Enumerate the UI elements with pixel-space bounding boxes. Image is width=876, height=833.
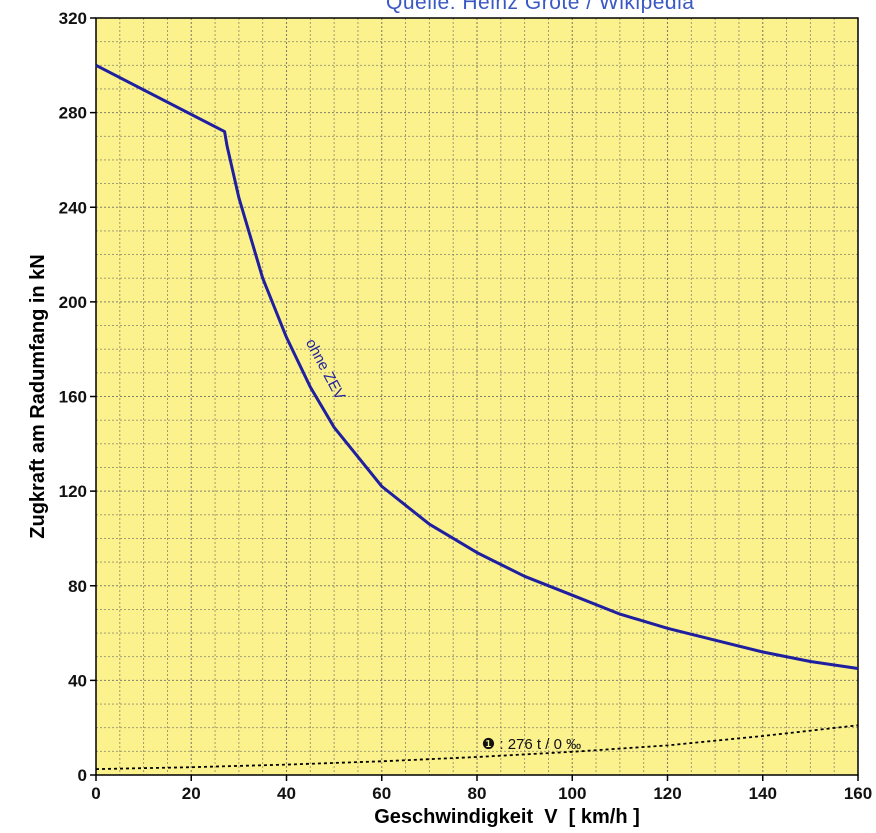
y-tick-label: 40: [68, 671, 87, 690]
y-tick-label: 280: [59, 104, 87, 123]
y-tick-label: 0: [78, 766, 87, 785]
y-tick-label: 160: [59, 388, 87, 407]
x-tick-label: 80: [468, 784, 487, 803]
x-tick-label: 120: [653, 784, 681, 803]
resistance-series-line: [95, 724, 859, 770]
y-tick-label: 120: [59, 482, 87, 501]
y-tick-label: 240: [59, 198, 87, 217]
x-tick-label: 40: [277, 784, 296, 803]
source-credit: Quelle: Heinz Grote / Wikipedia: [386, 0, 695, 13]
series-layer: [95, 63, 859, 770]
grid: [96, 18, 858, 775]
x-tick-label: 140: [749, 784, 777, 803]
y-tick-label: 80: [68, 577, 87, 596]
x-tick-label: 20: [182, 784, 201, 803]
axes: 0 20 40 60 80 100 120 140 160 0 40 80 120 160 200 240 28…: [59, 9, 873, 803]
y-tick-label: 200: [59, 293, 87, 312]
x-tick-label: 100: [558, 784, 586, 803]
resistance-annotation: ❶ : 276 t / 0 ‰: [482, 736, 581, 753]
traction-series-line: [95, 63, 859, 670]
x-tick-label: 160: [844, 784, 872, 803]
x-tick-label: 60: [372, 784, 391, 803]
y-tick-label: 320: [59, 9, 87, 28]
y-axis-label: Zugkraft am Radumfang in kN: [27, 254, 49, 538]
x-axis-label: Geschwindigkeit V [ km/h ]: [374, 806, 640, 828]
x-tick-label: 0: [91, 784, 100, 803]
